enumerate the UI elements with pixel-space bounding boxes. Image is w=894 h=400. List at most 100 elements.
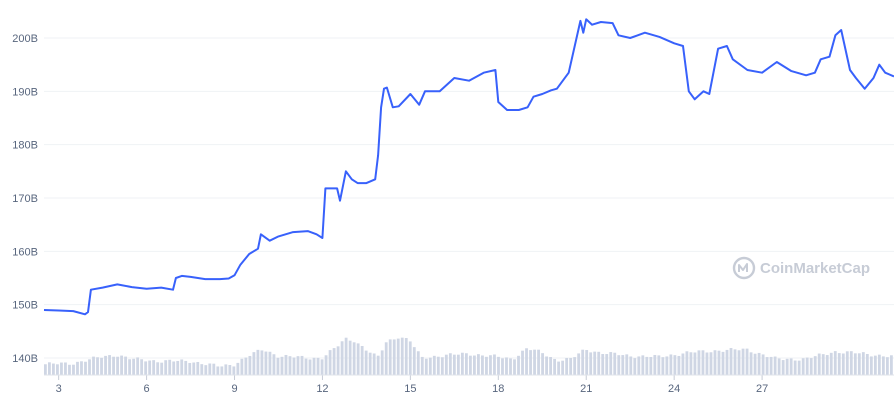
volume-bar <box>869 356 873 375</box>
volume-bar <box>404 338 408 375</box>
volume-bar <box>452 354 456 375</box>
volume-bar <box>541 353 544 375</box>
volume-bar <box>825 355 829 375</box>
volume-bar <box>849 351 853 375</box>
volume-bar <box>761 354 765 375</box>
volume-bar <box>280 356 284 375</box>
volume-bar <box>665 356 669 375</box>
volume-bar <box>853 353 857 375</box>
volume-bar <box>509 358 512 375</box>
volume-bar <box>857 353 861 375</box>
watermark-text: CoinMarketCap <box>760 260 870 277</box>
volume-bar <box>725 349 729 375</box>
volume-bar <box>809 358 813 375</box>
volume-bar <box>661 357 665 375</box>
volume-bar <box>344 337 348 375</box>
volume-bar <box>48 362 51 375</box>
volume-bar <box>144 361 148 375</box>
volume-bar <box>589 352 593 375</box>
volume-bar <box>224 364 228 375</box>
volume-bar <box>188 362 192 375</box>
volume-bar <box>248 355 252 375</box>
volume-bar <box>845 351 849 375</box>
volume-bar <box>72 364 75 375</box>
volume-bar <box>296 356 300 375</box>
volume-bar <box>641 355 645 375</box>
volume-bar <box>705 352 709 375</box>
volume-bar <box>837 353 841 375</box>
volume-bar <box>44 364 47 375</box>
volume-bar <box>481 355 484 375</box>
volume-bar <box>100 357 103 375</box>
volume-bar <box>244 357 248 375</box>
volume-bar <box>669 354 673 375</box>
volume-bar <box>577 353 581 375</box>
volume-bar <box>436 356 440 375</box>
volume-bar <box>172 361 176 375</box>
volume-bar <box>617 355 621 375</box>
volume-bar <box>689 352 693 375</box>
volume-bar <box>220 366 224 375</box>
volume-bar <box>128 359 132 375</box>
volume-bar <box>533 349 536 375</box>
volume-bar <box>713 350 717 375</box>
volume-bar <box>745 348 749 375</box>
volume-bar <box>777 358 781 375</box>
volume-bar <box>513 359 516 375</box>
volume-bar <box>360 346 364 375</box>
volume-bar <box>737 350 741 375</box>
volume-bar <box>92 356 95 375</box>
volume-bar <box>440 357 444 375</box>
volume-bar <box>104 355 107 375</box>
volume-bar <box>489 355 492 375</box>
volume-bar <box>829 352 833 375</box>
x-tick-label: 18 <box>492 383 504 395</box>
volume-bar <box>292 357 296 375</box>
volume-bar <box>861 352 865 375</box>
volume-bar <box>817 353 821 375</box>
volume-bar <box>605 354 609 375</box>
volume-bar <box>432 355 436 375</box>
volume-bar <box>833 351 837 375</box>
volume-bar <box>549 357 552 375</box>
volume-bar <box>120 355 123 375</box>
y-tick-label: 180B <box>12 140 38 152</box>
y-tick-label: 170B <box>12 193 38 205</box>
volume-bar <box>176 360 180 375</box>
x-tick-label: 15 <box>404 383 416 395</box>
volume-bar <box>420 356 424 375</box>
volume-bar <box>64 362 67 375</box>
volume-bar <box>400 337 404 375</box>
coinmarketcap-logo-icon <box>732 256 756 280</box>
volume-bar <box>252 352 256 375</box>
grid-lines <box>44 37 894 359</box>
volume-bar <box>208 363 212 375</box>
volume-bar <box>497 356 500 375</box>
x-tick-label: 9 <box>231 383 237 395</box>
volume-bar <box>681 353 685 375</box>
x-axis-ticks: 3 6 9 12 15 18 21 24 27 <box>44 374 894 395</box>
volume-bar <box>88 359 91 375</box>
volume-bar <box>469 355 472 375</box>
volume-bar <box>585 350 589 375</box>
volume-bar <box>216 366 220 375</box>
volume-bar <box>797 360 801 375</box>
volume-bar <box>232 366 236 375</box>
volume-bar <box>673 355 677 375</box>
volume-bar <box>300 355 304 375</box>
volume-bar <box>877 354 881 375</box>
volume-bar <box>493 354 496 375</box>
y-tick-label: 140B <box>12 353 38 365</box>
volume-bar <box>701 350 705 375</box>
volume-bars <box>44 337 893 375</box>
volume-bar <box>68 364 71 375</box>
volume-bar <box>521 350 524 375</box>
volume-bar <box>645 356 649 375</box>
volume-bar <box>196 361 200 375</box>
volume-bar <box>116 356 119 375</box>
volume-bar <box>412 347 416 375</box>
volume-bar <box>124 356 127 375</box>
volume-bar <box>200 364 204 375</box>
volume-bar <box>140 359 144 375</box>
